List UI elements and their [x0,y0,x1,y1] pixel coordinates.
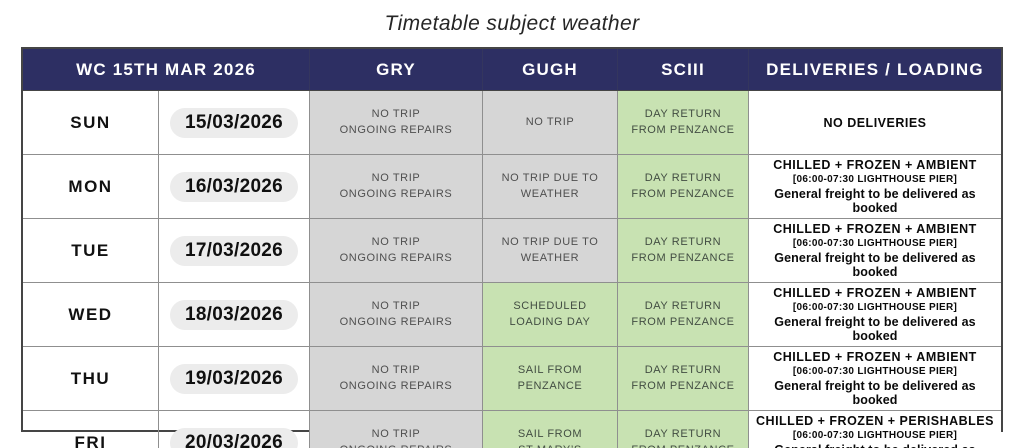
gugh-status-cell: SCHEDULED LOADING DAY [483,283,618,346]
table-row: TUE 17/03/2026 NO TRIP ONGOING REPAIRS N… [23,219,1001,283]
column-header-sciii: SCIII [618,49,749,90]
gry-status-cell: NO TRIP ONGOING REPAIRS [310,91,483,154]
date-cell: 18/03/2026 [159,283,310,346]
column-header-gry: GRY [310,49,483,90]
day-cell: WED [23,283,159,346]
deliveries-cargo-line: NO DELIVERIES [823,115,927,130]
day-cell: TUE [23,219,159,282]
day-label: FRI [74,432,107,448]
table-row: MON 16/03/2026 NO TRIP ONGOING REPAIRS N… [23,155,1001,219]
table-row: FRI 20/03/2026 NO TRIP ONGOING REPAIRS S… [23,411,1001,448]
deliveries-note-line: General freight to be delivered as booke… [774,251,976,279]
deliveries-cargo-line: CHILLED + FROZEN + AMBIENT [773,222,977,236]
date-cell: 15/03/2026 [159,91,310,154]
date-cell: 17/03/2026 [159,219,310,282]
deliveries-cell: CHILLED + FROZEN + PERISHABLES [06:00-07… [749,411,1001,448]
table-row: THU 19/03/2026 NO TRIP ONGOING REPAIRS S… [23,347,1001,411]
date-cell: 19/03/2026 [159,347,310,410]
day-cell: FRI [23,411,159,448]
gugh-status-cell: NO TRIP DUE TO WEATHER [483,155,618,218]
deliveries-note-line: General freight to be delivered as booke… [774,187,976,215]
date-pill: 15/03/2026 [169,107,299,138]
day-label: TUE [71,240,110,260]
deliveries-cell: CHILLED + FROZEN + AMBIENT [06:00-07:30 … [749,219,1001,282]
day-cell: THU [23,347,159,410]
deliveries-cargo-line: CHILLED + FROZEN + PERISHABLES [756,414,994,428]
column-header-deliveries: DELIVERIES / LOADING [766,59,984,79]
sciii-status-cell: DAY RETURN FROM PENZANCE [618,91,749,154]
deliveries-pier-line: [06:00-07:30 LIGHTHOUSE PIER] [792,366,958,377]
table-body: SUN 15/03/2026 NO TRIP ONGOING REPAIRS N… [23,91,1001,448]
gugh-status-cell: NO TRIP DUE TO WEATHER [483,219,618,282]
date-pill: 20/03/2026 [169,427,299,448]
column-header-gugh: GUGH [483,49,618,90]
day-label: SUN [70,112,111,132]
sciii-status-cell: DAY RETURN FROM PENZANCE [618,347,749,410]
sciii-status-cell: DAY RETURN FROM PENZANCE [618,155,749,218]
deliveries-cargo-line: CHILLED + FROZEN + AMBIENT [773,350,977,364]
gry-status-cell: NO TRIP ONGOING REPAIRS [310,283,483,346]
deliveries-cargo-line: CHILLED + FROZEN + AMBIENT [773,158,977,172]
sciii-status-cell: DAY RETURN FROM PENZANCE [618,283,749,346]
day-cell: SUN [23,91,159,154]
deliveries-pier-line: [06:00-07:30 LIGHTHOUSE PIER] [792,430,958,441]
page-title: Timetable subject weather [384,12,640,35]
gry-status-cell: NO TRIP ONGOING REPAIRS [310,347,483,410]
sciii-status-cell: DAY RETURN FROM PENZANCE [618,411,749,448]
table-header-row: WC 15TH MAR 2026 GRY GUGH SCIII DELIVERI… [23,49,1001,91]
deliveries-note-line: General freight to be delivered as booke… [774,315,976,343]
gry-status-cell: NO TRIP ONGOING REPAIRS [310,219,483,282]
day-label: THU [70,368,111,388]
deliveries-cargo-line: CHILLED + FROZEN + AMBIENT [773,286,977,300]
deliveries-cell: NO DELIVERIES [749,91,1001,154]
gugh-status-cell: NO TRIP [483,91,618,154]
table-row: SUN 15/03/2026 NO TRIP ONGOING REPAIRS N… [23,91,1001,155]
date-cell: 16/03/2026 [159,155,310,218]
gugh-status-cell: SAIL FROM PENZANCE [483,347,618,410]
date-pill: 18/03/2026 [169,299,299,330]
gry-status-cell: NO TRIP ONGOING REPAIRS [310,155,483,218]
day-cell: MON [23,155,159,218]
date-pill: 16/03/2026 [169,171,299,202]
deliveries-note-line: General freight to be delivered as booke… [774,379,976,407]
gugh-status-cell: SAIL FROM ST MARY’S [483,411,618,448]
gry-status-cell: NO TRIP ONGOING REPAIRS [310,411,483,448]
timetable: WC 15TH MAR 2026 GRY GUGH SCIII DELIVERI… [21,47,1003,448]
deliveries-cell: CHILLED + FROZEN + AMBIENT [06:00-07:30 … [749,347,1001,410]
date-pill: 19/03/2026 [169,363,299,394]
deliveries-note-line: General freight to be delivered as booke… [753,443,997,448]
deliveries-pier-line: [06:00-07:30 LIGHTHOUSE PIER] [792,302,958,313]
deliveries-pier-line: [06:00-07:30 LIGHTHOUSE PIER] [792,174,958,185]
day-label: WED [68,304,113,324]
date-cell: 20/03/2026 [159,411,310,448]
day-label: MON [68,176,113,196]
date-pill: 17/03/2026 [169,235,299,266]
deliveries-cell: CHILLED + FROZEN + AMBIENT [06:00-07:30 … [749,283,1001,346]
deliveries-pier-line: [06:00-07:30 LIGHTHOUSE PIER] [792,238,958,249]
deliveries-cell: CHILLED + FROZEN + AMBIENT [06:00-07:30 … [749,155,1001,218]
column-header-week: WC 15TH MAR 2026 [23,49,310,90]
sciii-status-cell: DAY RETURN FROM PENZANCE [618,219,749,282]
table-row: WED 18/03/2026 NO TRIP ONGOING REPAIRS S… [23,283,1001,347]
